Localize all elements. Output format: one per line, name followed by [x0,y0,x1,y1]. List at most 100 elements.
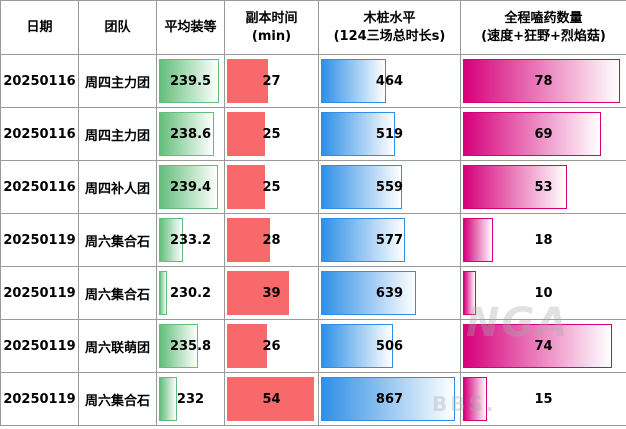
cell-time[interactable]: 27 [224,54,319,108]
header-dungeon-time-unit: (min) [251,28,292,44]
time-value: 25 [262,179,281,195]
cell-dummy[interactable]: 577 [318,213,461,267]
cell-dummy[interactable]: 519 [318,107,461,161]
cell-dummy[interactable]: 867 [318,372,461,426]
cell-gear[interactable]: 238.6 [156,107,225,161]
cell-potions[interactable]: 69 [460,107,626,161]
time-value: 28 [262,232,281,248]
dummy-value: 639 [375,285,404,301]
gear-value: 235.8 [169,338,212,354]
cell-team[interactable]: 周六集合石 [78,372,157,426]
cell-team[interactable]: 周六集合石 [78,213,157,267]
dummy-data-bar [321,218,405,262]
header-gear-label: 平均装等 [164,19,217,35]
cell-team[interactable]: 周四补人团 [78,160,157,214]
dummy-data-bar [321,324,393,368]
gear-data-bar [159,271,167,315]
header-date-label: 日期 [26,19,53,35]
header-dungeon-time-label: 副本时间 [245,10,298,26]
gear-value: 232 [176,391,205,407]
header-row: 日期 团队 平均装等 副本时间 (min) 木桩水平 (124三场总时长s) 全… [0,0,626,55]
cell-gear[interactable]: 232 [156,372,225,426]
header-team[interactable]: 团队 [78,0,157,55]
potions-data-bar [463,59,620,103]
cell-dummy[interactable]: 639 [318,266,461,320]
cell-potions[interactable]: 15 [460,372,626,426]
cell-team[interactable]: 周六联萌团 [78,319,157,373]
header-dungeon-time[interactable]: 副本时间 (min) [224,0,319,55]
cell-time[interactable]: 26 [224,319,319,373]
dummy-data-bar [321,59,386,103]
cell-dummy[interactable]: 559 [318,160,461,214]
cell-time[interactable]: 54 [224,372,319,426]
potions-value: 69 [534,126,553,142]
gear-value: 239.4 [169,179,212,195]
cell-potions[interactable]: 74 [460,319,626,373]
table-row: 20250116 周四主力团 239.5 27 464 78 [0,54,626,108]
cell-gear[interactable]: 233.2 [156,213,225,267]
potions-data-bar [463,218,493,262]
cell-date[interactable]: 20250119 [0,213,79,267]
cell-potions[interactable]: 18 [460,213,626,267]
potions-data-bar [463,324,612,368]
cell-potions[interactable]: 10 [460,266,626,320]
header-dummy-label: 木桩水平 [363,10,416,26]
potions-value: 18 [534,232,553,248]
gear-data-bar [159,324,198,368]
cell-team[interactable]: 周四主力团 [78,54,157,108]
time-value: 27 [262,73,281,89]
time-value: 39 [262,285,281,301]
cell-time[interactable]: 25 [224,160,319,214]
header-potions-label: 全程嗑药数量 [504,10,583,26]
potions-data-bar [463,165,567,209]
potions-value: 78 [534,73,553,89]
table-row: 20250119 周六集合石 230.2 39 639 10 [0,266,626,320]
potions-value: 53 [534,179,553,195]
header-dummy-unit: (124三场总时长s) [333,28,446,44]
cell-date[interactable]: 20250116 [0,160,79,214]
potions-data-bar [463,377,487,421]
cell-date[interactable]: 20250116 [0,54,79,108]
time-data-bar [227,165,265,209]
cell-time[interactable]: 25 [224,107,319,161]
cell-gear[interactable]: 235.8 [156,319,225,373]
table-row: 20250116 周四主力团 238.6 25 519 69 [0,107,626,161]
time-value: 54 [262,391,281,407]
potions-data-bar [463,271,476,315]
potions-data-bar [463,112,601,156]
dummy-value: 867 [375,391,404,407]
cell-time[interactable]: 28 [224,213,319,267]
header-gear[interactable]: 平均装等 [156,0,225,55]
table-row: 20250119 周六集合石 233.2 28 577 18 [0,213,626,267]
cell-gear[interactable]: 230.2 [156,266,225,320]
cell-team[interactable]: 周六集合石 [78,266,157,320]
cell-gear[interactable]: 239.5 [156,54,225,108]
gear-data-bar [159,59,219,103]
dummy-value: 464 [375,73,404,89]
time-data-bar [227,271,289,315]
cell-date[interactable]: 20250119 [0,266,79,320]
cell-time[interactable]: 39 [224,266,319,320]
header-potions[interactable]: 全程嗑药数量 (速度+狂野+烈焰菇) [460,0,626,55]
cell-potions[interactable]: 53 [460,160,626,214]
cell-dummy[interactable]: 506 [318,319,461,373]
dummy-data-bar [321,165,402,209]
cell-team[interactable]: 周四主力团 [78,107,157,161]
cell-dummy[interactable]: 464 [318,54,461,108]
cell-gear[interactable]: 239.4 [156,160,225,214]
gear-value: 239.5 [169,73,212,89]
cell-date[interactable]: 20250119 [0,319,79,373]
gear-data-bar [159,112,214,156]
dummy-value: 559 [375,179,404,195]
cell-date[interactable]: 20250116 [0,107,79,161]
cell-date[interactable]: 20250119 [0,372,79,426]
header-dummy[interactable]: 木桩水平 (124三场总时长s) [318,0,461,55]
gear-data-bar [159,377,177,421]
gear-value: 230.2 [169,285,212,301]
time-data-bar [227,324,267,368]
header-date[interactable]: 日期 [0,0,79,55]
time-data-bar [227,59,268,103]
table-row: 20250116 周四补人团 239.4 25 559 53 [0,160,626,214]
cell-potions[interactable]: 78 [460,54,626,108]
time-data-bar [227,377,314,421]
